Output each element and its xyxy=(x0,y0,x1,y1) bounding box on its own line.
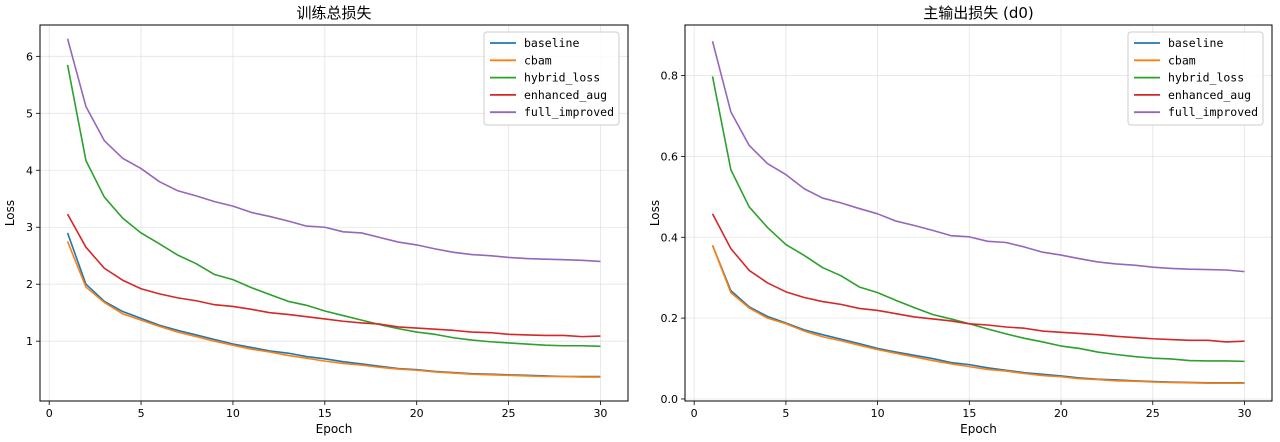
legend-label: hybrid_loss xyxy=(1168,71,1244,85)
series-line-enhanced-aug xyxy=(711,213,1245,343)
x-tick-label: 20 xyxy=(410,407,424,420)
legend-label: full_improved xyxy=(524,105,614,119)
x-tick-label: 30 xyxy=(593,407,607,420)
legend-box xyxy=(1127,31,1264,126)
x-tick-label: 0 xyxy=(46,407,53,420)
grid xyxy=(685,25,1272,401)
y-tick-label: 3 xyxy=(26,221,33,234)
legend-box xyxy=(483,31,620,126)
legend-label: hybrid_loss xyxy=(524,71,600,85)
plot-frame xyxy=(684,24,1273,402)
series-line-cbam xyxy=(66,241,601,378)
y-tick-label: 5 xyxy=(26,107,33,120)
x-tick-label: 30 xyxy=(1237,407,1251,420)
chart-title: 主输出损失 (d0) xyxy=(923,4,1034,22)
y-tick-label: 0.0 xyxy=(661,393,679,406)
chart-title: 训练总损失 xyxy=(296,4,371,22)
y-tick-label: 0.4 xyxy=(661,231,679,244)
x-tick-label: 10 xyxy=(871,407,885,420)
legend-label: enhanced_aug xyxy=(1168,88,1251,102)
x-axis-label: Epoch xyxy=(316,422,353,436)
legend-label: baseline xyxy=(1168,36,1223,50)
x-tick-label: 5 xyxy=(782,407,789,420)
y-tick-label: 0.2 xyxy=(661,312,679,325)
x-tick-label: 5 xyxy=(138,407,145,420)
x-tick-label: 20 xyxy=(1054,407,1068,420)
y-axis-label: Loss xyxy=(648,200,662,226)
y-tick-label: 6 xyxy=(26,50,33,63)
chart-panel-main-output-loss: 主输出损失 (d0) Epoch Loss 0 5 10 15 20 25 30 0.0 0.2… xyxy=(648,4,1273,436)
legend-label: cbam xyxy=(1168,53,1196,67)
x-tick-label: 25 xyxy=(1146,407,1160,420)
x-tick-label: 10 xyxy=(226,407,240,420)
series-line-baseline xyxy=(66,232,601,378)
y-tick-label: 1 xyxy=(26,335,33,348)
series-line-baseline xyxy=(711,245,1245,384)
series-line-full-improved xyxy=(66,38,601,263)
legend: baseline cbam hybrid_loss enhanced_aug full_… xyxy=(1127,31,1264,126)
series-line-hybrid-loss xyxy=(711,76,1245,363)
chart-panel-total-loss: 训练总损失 Epoch Loss 0 5 10 15 20 25 30 1 2 3 4 5 6 basel… xyxy=(3,4,629,436)
legend-label: baseline xyxy=(524,36,579,50)
x-tick-label: 15 xyxy=(962,407,976,420)
legend-label: enhanced_aug xyxy=(524,88,607,102)
x-tick-label: 15 xyxy=(318,407,332,420)
y-tick-label: 0.6 xyxy=(661,150,679,163)
x-axis-label: Epoch xyxy=(960,422,997,436)
y-tick-label: 2 xyxy=(26,278,33,291)
plot-frame xyxy=(39,24,629,402)
y-tick-label: 0.8 xyxy=(661,70,679,83)
x-tick-label: 0 xyxy=(691,407,698,420)
series-line-full-improved xyxy=(711,40,1245,273)
legend-label: cbam xyxy=(524,53,552,67)
y-axis-label: Loss xyxy=(3,200,17,226)
legend: baseline cbam hybrid_loss enhanced_aug full_… xyxy=(483,31,620,126)
legend-label: full_improved xyxy=(1168,105,1258,119)
series-line-hybrid-loss xyxy=(66,64,601,348)
x-tick-label: 25 xyxy=(502,407,516,420)
series-line-enhanced-aug xyxy=(66,213,601,338)
y-tick-label: 4 xyxy=(26,164,33,177)
series-line-cbam xyxy=(711,245,1245,385)
